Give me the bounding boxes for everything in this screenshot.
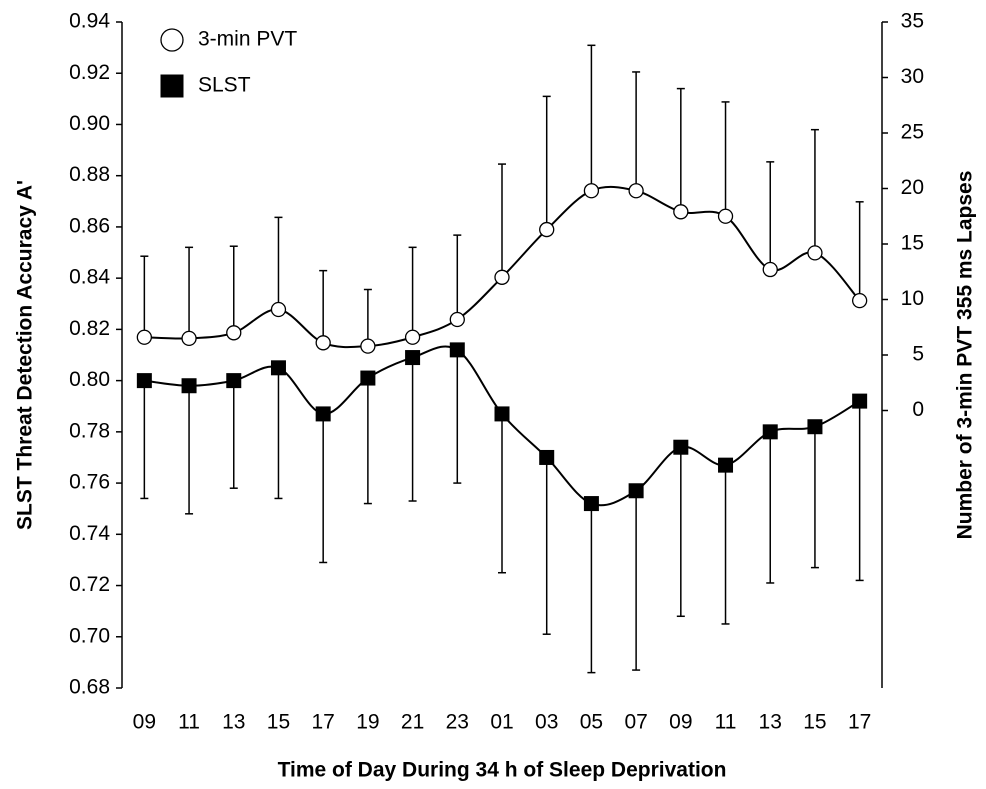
marker [851, 292, 868, 309]
x-tick-label: 19 [356, 711, 379, 734]
marker [583, 183, 600, 199]
y2-tick-label: 10 [901, 287, 924, 310]
legend-marker [160, 28, 184, 52]
y2-tick-label: 35 [901, 10, 924, 33]
marker [449, 342, 465, 358]
x-axis-label: Time of Day During 34 h of Sleep Depriva… [278, 759, 727, 782]
marker [852, 393, 868, 409]
x-tick-label: 17 [848, 711, 871, 734]
y-tick-label: 0.88 [69, 163, 110, 186]
x-tick-label: 15 [267, 711, 290, 734]
y-tick-label: 0.76 [69, 471, 110, 494]
marker [270, 301, 287, 318]
marker [717, 208, 734, 224]
x-tick-label: 17 [311, 711, 334, 734]
marker [360, 338, 376, 354]
marker [807, 419, 823, 435]
marker [673, 204, 689, 220]
marker [181, 378, 197, 394]
legend-label: SLST [198, 74, 251, 97]
y-tick-label: 0.78 [69, 419, 110, 442]
legend-marker [160, 74, 184, 98]
marker [405, 350, 421, 366]
y2-tick-label: 25 [901, 121, 924, 144]
marker [539, 449, 555, 465]
y-axis-label: SLST Threat Detection Accuracy A' [14, 180, 37, 530]
x-tick-label: 03 [535, 711, 558, 734]
marker [226, 373, 242, 389]
y2-tick-label: 5 [912, 343, 924, 366]
y-tick-label: 0.70 [69, 624, 110, 647]
y2-tick-label: 30 [901, 65, 924, 88]
y2-tick-label: 20 [901, 176, 924, 199]
marker [807, 245, 823, 261]
marker [181, 330, 197, 347]
marker [315, 335, 331, 351]
y2-tick-label: 0 [912, 398, 924, 421]
marker [762, 424, 778, 440]
marker [539, 221, 555, 238]
y-tick-label: 0.90 [69, 112, 110, 135]
y2-axis-label: Number of 3-min PVT 355 ms Lapses [954, 171, 977, 540]
y-tick-label: 0.74 [69, 522, 110, 545]
x-tick-label: 09 [133, 711, 156, 734]
marker [762, 261, 778, 278]
marker [404, 329, 421, 345]
legend-label: 3-min PVT [198, 28, 297, 51]
x-tick-label: 11 [715, 711, 737, 734]
marker [583, 496, 599, 512]
y-tick-label: 0.84 [69, 266, 110, 289]
marker [360, 370, 376, 386]
x-tick-label: 11 [178, 711, 200, 734]
y-tick-label: 0.92 [69, 61, 110, 84]
marker [628, 183, 644, 199]
marker [136, 329, 153, 345]
x-tick-label: 23 [446, 711, 469, 734]
x-tick-label: 13 [759, 711, 782, 734]
marker [226, 325, 242, 341]
x-tick-label: 07 [624, 711, 647, 734]
y-tick-label: 0.72 [69, 573, 110, 596]
marker [315, 406, 331, 422]
x-tick-label: 13 [222, 711, 245, 734]
marker [494, 269, 510, 285]
y-tick-label: 0.80 [69, 368, 110, 391]
y-tick-label: 0.82 [69, 317, 110, 340]
marker [449, 311, 465, 328]
marker [270, 360, 286, 376]
marker [673, 439, 689, 455]
marker [136, 373, 152, 389]
x-tick-label: 09 [669, 711, 692, 734]
x-tick-label: 01 [490, 711, 513, 734]
y-tick-label: 0.94 [69, 10, 110, 33]
marker [494, 406, 510, 422]
x-tick-label: 21 [401, 711, 424, 734]
x-tick-label: 05 [580, 711, 603, 734]
x-tick-label: 15 [803, 711, 826, 734]
y2-tick-label: 15 [901, 232, 924, 255]
y-tick-label: 0.86 [69, 214, 110, 237]
y-tick-label: 0.68 [69, 676, 110, 699]
marker [628, 483, 644, 499]
marker [718, 457, 734, 473]
